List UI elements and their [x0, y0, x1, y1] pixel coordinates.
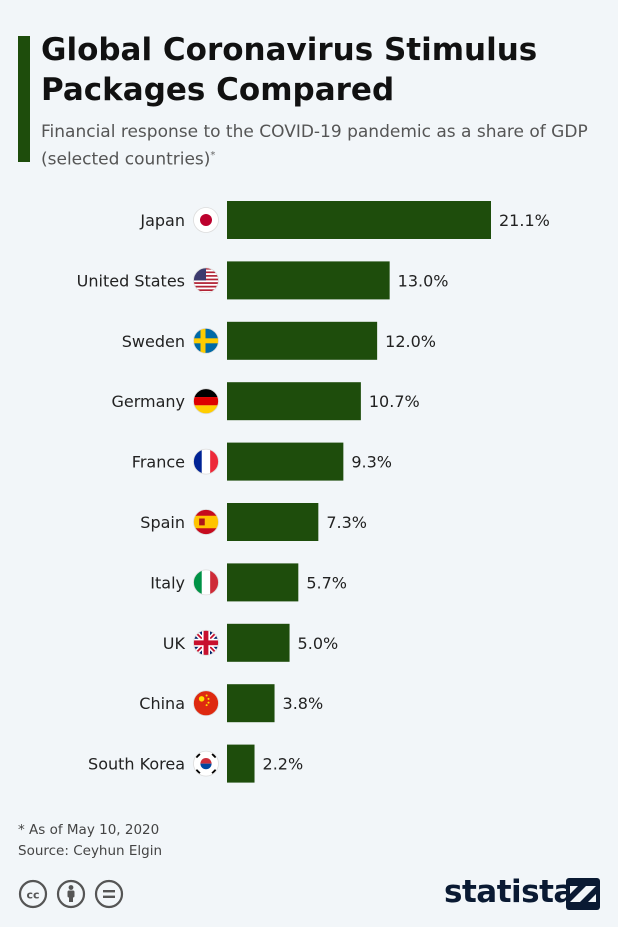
- bar[interactable]: [227, 261, 390, 300]
- svg-text:cc: cc: [26, 889, 39, 902]
- value-label: 13.0%: [398, 271, 449, 290]
- footnote-source: Source: Ceyhun Elgin: [18, 843, 163, 859]
- license-icons: cc: [18, 879, 124, 909]
- value-label: 2.2%: [263, 755, 304, 774]
- value-label: 5.0%: [298, 634, 339, 653]
- category-label: China: [139, 694, 185, 713]
- bar-row-france: France 9.3%: [132, 442, 392, 481]
- bar-row-south-korea: South Korea 2.2%: [88, 744, 304, 783]
- bar-chart: Japan 21.1% United States 13.0% Sweden 12.0% G…: [77, 201, 550, 783]
- bar-row-spain: Spain 7.3%: [140, 503, 367, 541]
- bar-row-china: China 3.8%: [139, 684, 324, 723]
- italy-flag-icon: [193, 569, 219, 596]
- subtitle-text: Financial response to the COVID-19 pande…: [41, 122, 588, 170]
- chart-subtitle: Financial response to the COVID-19 pande…: [41, 120, 601, 172]
- value-label: 3.8%: [283, 694, 324, 713]
- value-label: 5.7%: [306, 573, 347, 592]
- statista-logo-text[interactable]: statista: [444, 874, 574, 910]
- value-label: 7.3%: [326, 513, 367, 532]
- category-label: United States: [77, 271, 185, 290]
- nd-icon[interactable]: [94, 879, 124, 909]
- value-label: 21.1%: [499, 211, 550, 230]
- bar[interactable]: [227, 201, 491, 239]
- bar[interactable]: [227, 623, 290, 662]
- bar-row-italy: Italy 5.7%: [150, 563, 347, 602]
- cc-icon[interactable]: cc: [18, 879, 48, 909]
- by-icon[interactable]: [56, 879, 86, 909]
- bar[interactable]: [227, 382, 361, 421]
- south-korea-flag-icon: [193, 750, 219, 777]
- bar-row-japan: Japan 21.1%: [139, 201, 550, 239]
- category-label: South Korea: [88, 755, 185, 774]
- bar-row-united-states: United States 13.0%: [77, 261, 449, 300]
- bar[interactable]: [227, 684, 275, 723]
- category-label: Germany: [111, 392, 185, 411]
- title-accent-bar: [18, 36, 30, 162]
- bar[interactable]: [227, 442, 344, 481]
- footnote: * As of May 10, 2020 Source: Ceyhun Elgi…: [18, 820, 162, 862]
- category-label: Spain: [140, 513, 185, 532]
- category-label: Italy: [150, 573, 185, 592]
- sweden-flag-icon: [193, 327, 219, 354]
- bar-row-germany: Germany 10.7%: [111, 382, 420, 421]
- category-label: France: [132, 453, 185, 472]
- subtitle-footnote-mark: *: [210, 150, 216, 161]
- germany-flag-icon: [193, 388, 219, 415]
- bar[interactable]: [227, 563, 299, 602]
- china-flag-icon: [193, 690, 219, 717]
- bar-row-sweden: Sweden 12.0%: [122, 321, 436, 360]
- us-flag-icon: [193, 267, 219, 294]
- bar-row-uk: UK 5.0%: [163, 623, 339, 662]
- value-label: 9.3%: [351, 453, 392, 472]
- value-label: 12.0%: [385, 332, 436, 351]
- uk-flag-icon: [193, 629, 219, 656]
- bar[interactable]: [227, 744, 255, 783]
- category-label: Japan: [139, 211, 185, 230]
- category-label: Sweden: [122, 332, 185, 351]
- spain-flag-icon: [193, 509, 219, 535]
- statista-logo-icon[interactable]: [566, 878, 600, 910]
- footnote-note: * As of May 10, 2020: [18, 822, 160, 838]
- category-label: UK: [163, 634, 186, 653]
- value-label: 10.7%: [369, 392, 420, 411]
- japan-flag-icon: [193, 207, 219, 233]
- bar[interactable]: [227, 321, 378, 360]
- france-flag-icon: [193, 448, 219, 475]
- chart-title: Global Coronavirus Stimulus Packages Com…: [41, 32, 538, 108]
- bar[interactable]: [227, 503, 319, 541]
